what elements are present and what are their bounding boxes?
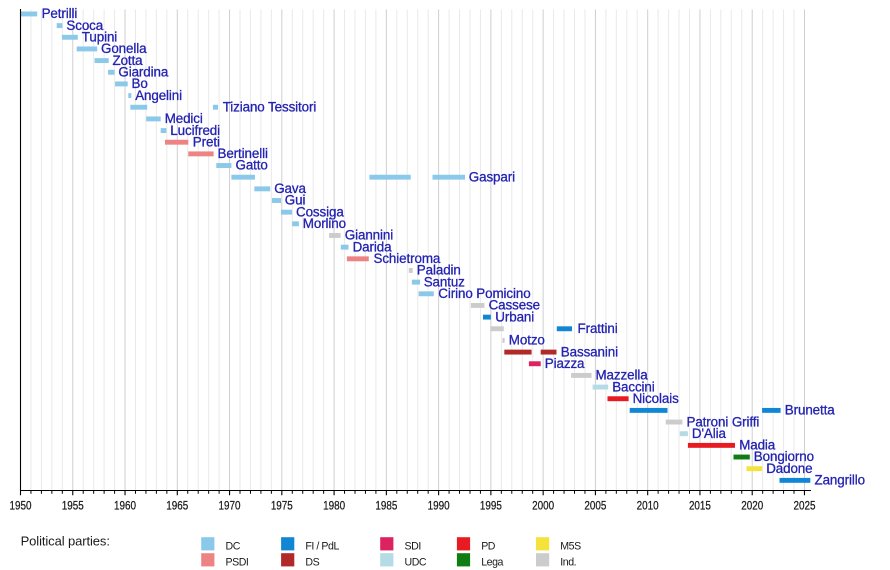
svg-text:1995: 1995 [480,499,502,513]
svg-text:2025: 2025 [793,499,815,513]
svg-text:M5S: M5S [560,540,581,552]
svg-text:2010: 2010 [637,499,659,513]
svg-text:Preti: Preti [193,134,220,149]
svg-text:Madia: Madia [739,438,776,453]
svg-text:Bongiorno: Bongiorno [754,449,814,464]
svg-text:Patroni Griffi: Patroni Griffi [687,414,760,429]
svg-text:D'Alia: D'Alia [692,426,727,441]
svg-text:1955: 1955 [62,499,84,513]
svg-text:Cossiga: Cossiga [296,204,344,219]
svg-text:Mazzella: Mazzella [596,368,649,383]
svg-text:Bertinelli: Bertinelli [218,146,268,161]
svg-text:Bassanini: Bassanini [561,344,618,359]
svg-text:Cirino Pomicino: Cirino Pomicino [438,286,530,301]
svg-text:Darida: Darida [353,239,392,254]
svg-text:2015: 2015 [689,499,711,513]
svg-text:Schietroma: Schietroma [374,251,441,266]
svg-text:1950: 1950 [10,499,32,513]
svg-text:Gaspari: Gaspari [469,169,515,184]
svg-text:Giannini: Giannini [345,228,393,243]
svg-text:Cassese: Cassese [489,298,540,313]
svg-text:2005: 2005 [584,499,606,513]
svg-text:Tupini: Tupini [82,29,117,44]
svg-text:Dadone: Dadone [766,461,812,476]
svg-text:1960: 1960 [114,499,136,513]
svg-text:Political parties:: Political parties: [21,534,110,549]
svg-text:Petrilli: Petrilli [42,6,78,21]
svg-text:Scoca: Scoca [66,18,103,33]
svg-text:1985: 1985 [375,499,397,513]
svg-text:Bo: Bo [132,76,148,91]
svg-text:PSDI: PSDI [226,556,249,568]
svg-text:DS: DS [305,556,319,568]
svg-text:Angelini: Angelini [135,88,182,103]
svg-text:Piazza: Piazza [545,356,585,371]
svg-text:Zotta: Zotta [113,53,144,68]
svg-text:Santuz: Santuz [424,274,465,289]
svg-text:Motzo: Motzo [509,333,545,348]
svg-text:Urbani: Urbani [495,309,534,324]
svg-text:1990: 1990 [428,499,450,513]
svg-text:FI / PdL: FI / PdL [305,540,339,552]
svg-text:Lucifredi: Lucifredi [170,123,220,138]
svg-text:Zangrillo: Zangrillo [815,473,865,488]
svg-text:Gatto: Gatto [236,158,268,173]
svg-text:1975: 1975 [271,499,293,513]
svg-text:2020: 2020 [741,499,763,513]
svg-text:UDC: UDC [405,556,427,568]
svg-text:2000: 2000 [532,499,554,513]
svg-text:PD: PD [481,540,496,552]
svg-text:Frattini: Frattini [578,321,618,336]
svg-text:Ind.: Ind. [560,556,576,568]
svg-text:Gonella: Gonella [101,41,147,56]
svg-text:1970: 1970 [219,499,241,513]
svg-text:Lega: Lega [481,556,503,568]
svg-text:SDI: SDI [405,540,421,552]
svg-text:1980: 1980 [323,499,345,513]
svg-text:Baccini: Baccini [612,379,655,394]
svg-text:Gava: Gava [274,181,306,196]
svg-text:Giardina: Giardina [118,64,168,79]
svg-text:Paladin: Paladin [417,263,461,278]
svg-text:Tiziano Tessitori: Tiziano Tessitori [223,99,317,114]
svg-text:1965: 1965 [166,499,188,513]
svg-text:Medici: Medici [165,111,203,126]
svg-text:Brunetta: Brunetta [785,403,835,418]
svg-text:Nicolais: Nicolais [633,391,679,406]
svg-text:Gui: Gui [285,193,306,208]
svg-text:Morlino: Morlino [303,216,346,231]
svg-text:DC: DC [226,540,241,552]
